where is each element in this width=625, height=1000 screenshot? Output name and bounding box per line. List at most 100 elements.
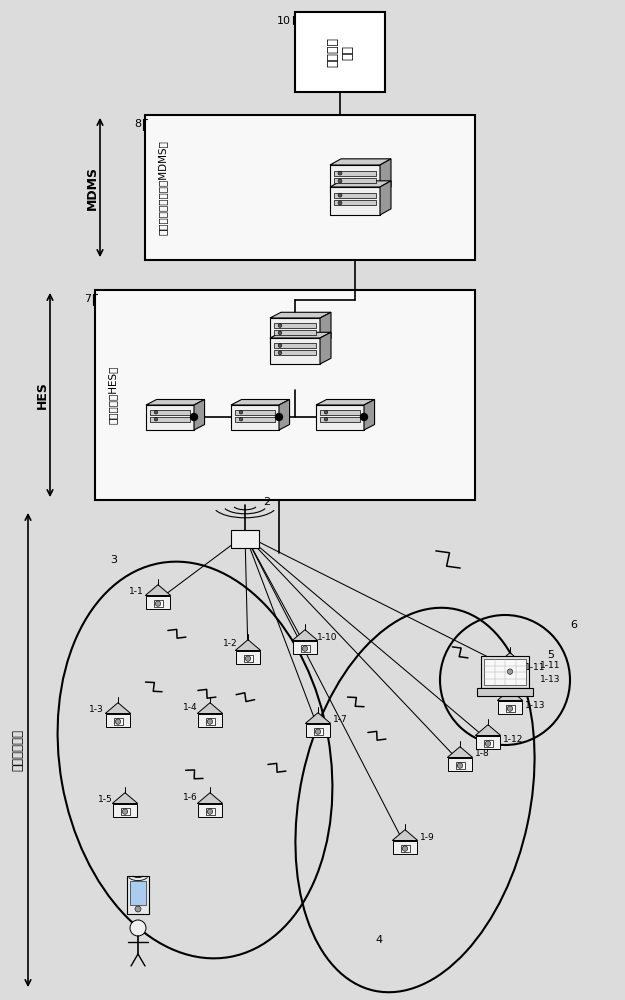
Bar (481, 656, 529, 688)
Polygon shape (392, 830, 418, 840)
Polygon shape (145, 585, 171, 595)
Circle shape (338, 171, 342, 175)
Circle shape (208, 719, 212, 724)
Polygon shape (112, 793, 138, 804)
Bar (235, 410, 275, 414)
Bar (130, 881, 146, 905)
Text: 1-11: 1-11 (540, 660, 561, 670)
Bar (456, 762, 464, 769)
Circle shape (338, 201, 342, 205)
Bar (235, 417, 275, 422)
Circle shape (276, 414, 282, 420)
Bar (498, 664, 522, 677)
Bar (154, 600, 162, 607)
Circle shape (154, 418, 158, 421)
Text: 6: 6 (570, 620, 577, 630)
Bar (95, 290, 475, 500)
Circle shape (154, 410, 158, 414)
Polygon shape (498, 690, 522, 700)
Circle shape (324, 418, 328, 421)
Text: 10: 10 (277, 16, 291, 26)
Text: 前端系统（HES）: 前端系统（HES） (108, 366, 118, 424)
Bar (334, 171, 376, 176)
Circle shape (302, 646, 308, 651)
Polygon shape (105, 703, 131, 714)
Circle shape (135, 906, 141, 912)
Text: 1-11: 1-11 (525, 664, 545, 672)
Bar (484, 659, 526, 685)
Polygon shape (270, 312, 331, 318)
Text: 1-12: 1-12 (503, 736, 523, 744)
Bar (198, 804, 222, 817)
Polygon shape (330, 181, 391, 187)
Polygon shape (380, 181, 391, 215)
Bar (150, 417, 190, 422)
Circle shape (508, 706, 512, 711)
Bar (320, 417, 360, 422)
Text: 1-6: 1-6 (182, 794, 198, 802)
Polygon shape (320, 312, 331, 344)
Bar (231, 530, 259, 548)
Bar (206, 718, 214, 725)
Circle shape (361, 414, 368, 420)
Circle shape (122, 809, 127, 814)
Bar (106, 714, 130, 727)
Circle shape (130, 920, 146, 936)
Bar (274, 343, 316, 348)
Text: 1-9: 1-9 (419, 832, 434, 842)
Polygon shape (305, 713, 331, 724)
Text: 1-3: 1-3 (89, 706, 103, 714)
Circle shape (208, 809, 212, 814)
Bar (320, 410, 360, 414)
Polygon shape (279, 399, 289, 430)
Bar (113, 804, 137, 817)
Circle shape (338, 193, 342, 197)
Bar (127, 876, 149, 914)
Polygon shape (380, 159, 391, 193)
Bar (146, 405, 194, 430)
Circle shape (155, 601, 161, 606)
Bar (244, 655, 252, 662)
Circle shape (191, 414, 198, 420)
Circle shape (278, 344, 282, 347)
Text: 7: 7 (84, 294, 91, 304)
Bar (121, 808, 129, 815)
Polygon shape (231, 399, 289, 405)
Bar (334, 178, 376, 183)
Polygon shape (198, 703, 222, 714)
Text: 1-13: 1-13 (525, 700, 545, 710)
Bar (274, 323, 316, 328)
Circle shape (402, 846, 408, 851)
Text: 1-4: 1-4 (182, 704, 198, 712)
Bar (274, 350, 316, 355)
Circle shape (239, 410, 242, 414)
Bar (330, 165, 380, 193)
Polygon shape (330, 159, 391, 165)
Text: MDMS: MDMS (86, 165, 99, 210)
Bar (145, 115, 475, 260)
Text: 相组推测
装置: 相组推测 装置 (326, 37, 354, 67)
Text: 1-2: 1-2 (222, 639, 238, 648)
Bar (498, 700, 522, 714)
Polygon shape (292, 630, 318, 641)
Bar (274, 330, 316, 335)
Bar (316, 405, 364, 430)
Polygon shape (235, 640, 261, 650)
Bar (114, 718, 122, 725)
Bar (314, 728, 322, 735)
Text: 1-10: 1-10 (317, 633, 338, 642)
Circle shape (324, 410, 328, 414)
Circle shape (278, 351, 282, 355)
Bar (236, 650, 260, 664)
Bar (295, 12, 385, 92)
Bar (393, 840, 417, 854)
Polygon shape (198, 793, 222, 804)
Bar (270, 318, 320, 344)
Bar (484, 740, 492, 747)
Text: 8: 8 (134, 119, 141, 129)
Bar (270, 338, 320, 364)
Polygon shape (498, 653, 522, 664)
Bar (334, 193, 376, 198)
Bar (146, 595, 170, 609)
Circle shape (278, 324, 282, 327)
